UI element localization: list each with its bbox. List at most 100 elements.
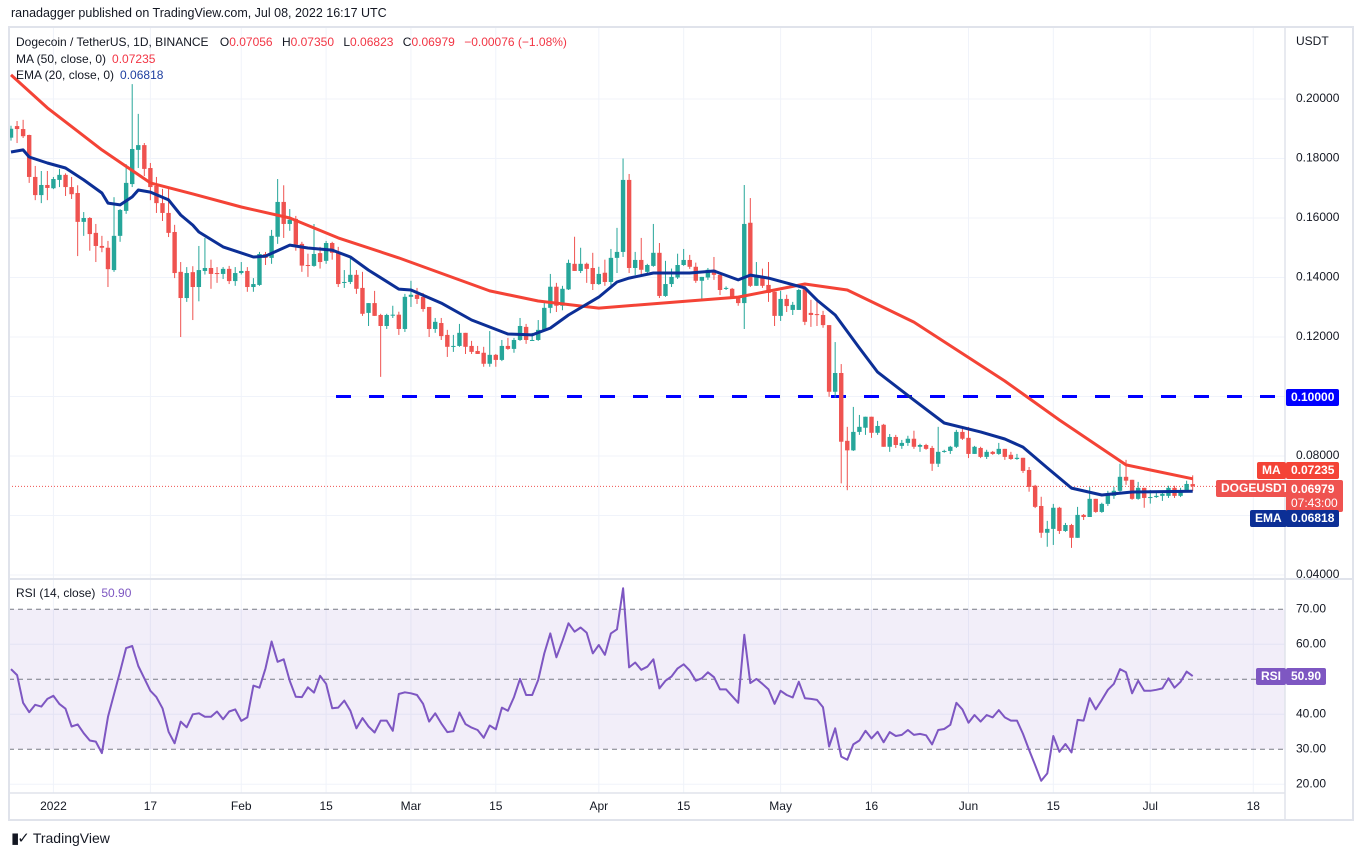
ema-legend-label: EMA (20, close, 0) [16,68,115,82]
candle [996,442,1001,455]
candle-body [475,350,480,354]
candle-body [996,448,1001,454]
candle-body [299,243,305,266]
candle-body [372,303,377,316]
time-tick-label: 15 [489,799,503,813]
candle [742,184,747,329]
time-tick-label: May [769,799,792,813]
symbol-title: Dogecoin / TetherUS, 1D, BINANCE [16,35,209,49]
candle [39,170,44,204]
candle-body [536,329,541,340]
ma-legend[interactable]: MA (50, close, 0) 0.07235 [16,52,155,66]
candle [669,268,674,288]
candle [960,428,965,440]
candle [457,323,462,347]
candle [81,212,86,236]
candle-body [548,286,553,308]
candle [717,274,723,296]
candle-body [584,263,589,269]
candle [1045,520,1050,547]
candle [984,449,989,459]
candle [342,270,347,288]
last-price-tag: 0.06979 07:43:00 [1286,480,1343,512]
time-tick-label: 16 [865,799,879,813]
ma-tag-name: MA [1257,462,1286,479]
candle-body [790,304,795,310]
candle-body [1039,505,1044,533]
candle [875,420,880,435]
candle [384,313,389,329]
candle [863,416,868,435]
candle-body [875,425,880,433]
candle [1026,467,1032,492]
candle [832,342,838,398]
candle [245,267,250,292]
candle-body [239,270,244,274]
candle [1099,502,1104,513]
candle [542,302,547,331]
candle [1002,448,1008,460]
candle [657,242,662,299]
candle [778,290,783,321]
ema-legend[interactable]: EMA (20, close, 0) 0.06818 [16,68,163,82]
candle [305,253,311,277]
candle [651,223,656,267]
candle [572,236,577,271]
candle [1039,496,1044,538]
candle [20,119,26,138]
candle-body [808,312,814,315]
candle-body [481,352,486,364]
candle-body [729,288,735,297]
symbol-legend[interactable]: Dogecoin / TetherUS, 1D, BINANCE O0.0705… [16,35,567,49]
candle [796,288,801,310]
candle [196,245,202,302]
candle-body [172,231,177,274]
candle-body [414,294,420,299]
candle [614,227,620,274]
candles [10,84,1195,548]
candle-body [542,307,547,331]
candle [554,282,559,313]
candle [360,271,365,316]
candle-body [1014,457,1020,459]
candle [354,270,359,294]
candle-body [893,436,898,445]
candle [287,209,292,231]
candle-body [1045,528,1050,533]
candle-body [608,257,614,282]
time-tick-label: 15 [677,799,691,813]
open-key: O [219,35,230,49]
close-key: C [402,35,412,49]
candle [469,340,474,354]
candle [111,197,117,272]
published-by-text: ranadagger published on TradingView.com,… [11,6,387,20]
candle [136,113,141,169]
candle-body [723,287,729,289]
high-key: H [281,35,291,49]
candle [590,252,595,290]
candle-body [529,339,535,341]
candle [142,143,147,177]
tradingview-logo[interactable]: ▮✓ TradingView [11,829,110,847]
candle-body [336,251,341,285]
candle-body [772,291,777,316]
candle-body [845,440,850,451]
rsi-tick-label: 60.00 [1296,636,1326,650]
candle-body [778,298,783,316]
candle-body [1129,479,1135,499]
candle-body [954,431,959,447]
candle [948,445,953,454]
candle-body [45,184,50,188]
candle [426,306,432,337]
candle-body [1105,494,1111,504]
candle-body [554,286,559,306]
candle-body [1087,498,1092,517]
rsi-legend[interactable]: RSI (14, close) 50.90 [16,586,131,600]
rsi-line [10,587,1194,782]
candle-body [826,325,832,392]
tradingview-logo-icon: ▮✓ [11,829,30,847]
candle-body [669,276,674,285]
candle-body [184,273,189,299]
candle-body [929,447,935,464]
